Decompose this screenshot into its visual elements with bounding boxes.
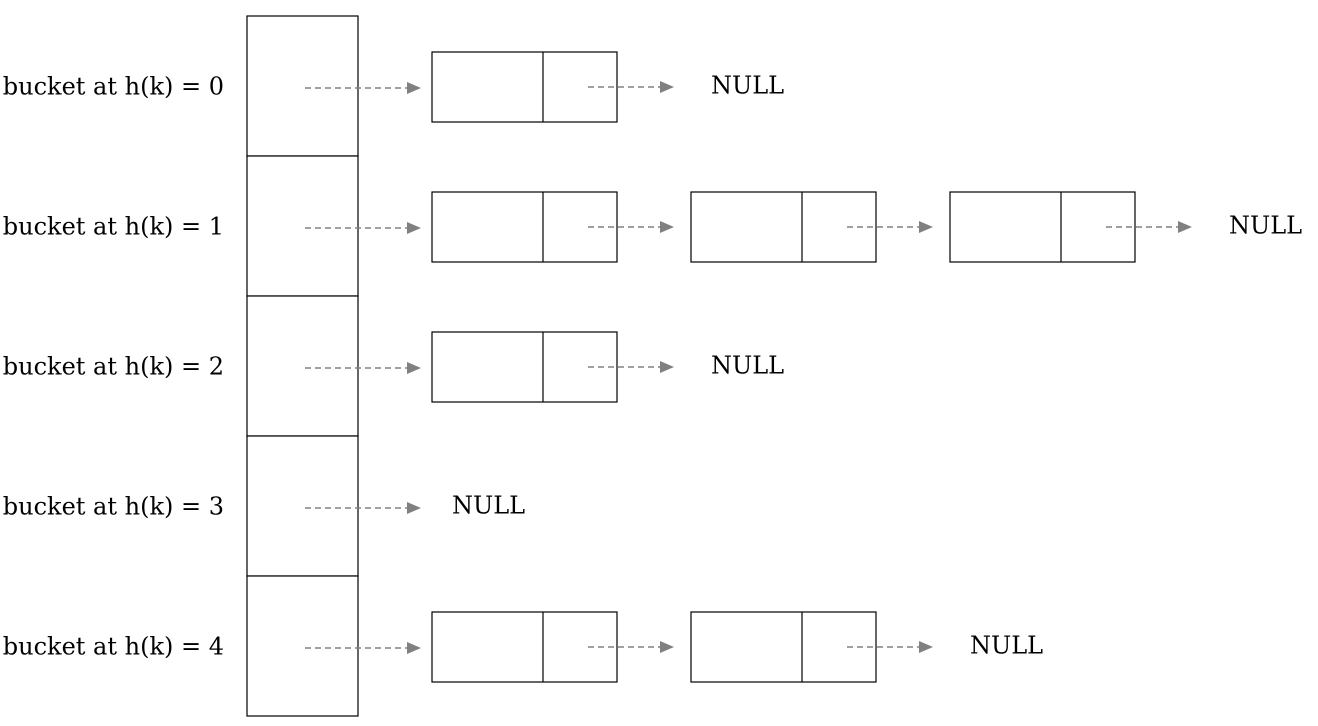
bucket-label-0: bucket at h(k) = 0 [3, 73, 224, 101]
null-label-1: NULL [1229, 212, 1302, 240]
bucket-cell-2 [247, 296, 358, 436]
node-arrow-1-1-head [919, 221, 933, 233]
node-arrow-2-0-head [660, 361, 674, 373]
bucket-arrow-2-head [407, 362, 421, 374]
bucket-arrow-0-head [407, 82, 421, 94]
bucket-label-4: bucket at h(k) = 4 [3, 633, 224, 661]
null-label-4: NULL [970, 632, 1043, 660]
node-arrow-1-0-head [660, 221, 674, 233]
node-arrow-4-0-head [660, 641, 674, 653]
bucket-label-1: bucket at h(k) = 1 [3, 213, 224, 241]
null-label-0: NULL [711, 72, 784, 100]
null-label-3: NULL [452, 492, 525, 520]
bucket-cell-0 [247, 16, 358, 156]
bucket-cell-3 [247, 436, 358, 576]
bucket-arrow-4-head [407, 642, 421, 654]
node-arrow-0-0-head [660, 81, 674, 93]
bucket-arrow-1-head [407, 222, 421, 234]
bucket-cell-4 [247, 576, 358, 716]
bucket-label-3: bucket at h(k) = 3 [3, 493, 224, 521]
bucket-cell-1 [247, 156, 358, 296]
null-label-2: NULL [711, 352, 784, 380]
bucket-label-2: bucket at h(k) = 2 [3, 353, 224, 381]
bucket-arrow-3-head [407, 502, 421, 514]
node-arrow-4-1-head [919, 641, 933, 653]
node-arrow-1-2-head [1178, 221, 1192, 233]
